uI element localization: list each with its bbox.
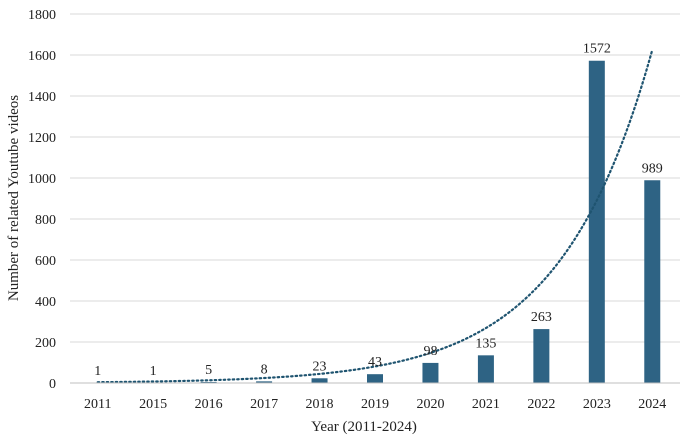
data-label: 1572 <box>583 42 611 57</box>
x-tick-label: 2022 <box>527 397 555 412</box>
bar <box>533 329 550 383</box>
data-label: 43 <box>368 355 382 370</box>
y-tick-label: 0 <box>49 377 56 392</box>
x-tick-label: 2019 <box>361 397 389 412</box>
y-tick-label: 1600 <box>28 49 56 64</box>
x-tick-label: 2021 <box>472 397 500 412</box>
x-tick-label: 2020 <box>416 397 444 412</box>
y-tick-label: 800 <box>35 213 56 228</box>
bar <box>311 378 328 383</box>
y-tick-label: 1000 <box>28 172 56 187</box>
bar <box>200 381 217 383</box>
y-tick-label: 200 <box>35 336 56 351</box>
y-tick-label: 600 <box>35 254 56 269</box>
bar <box>256 381 273 383</box>
gridlines <box>70 13 680 343</box>
data-label: 1 <box>94 364 101 379</box>
y-tick-label: 1400 <box>28 90 56 105</box>
x-tick-label: 2023 <box>583 397 611 412</box>
data-label: 135 <box>475 336 496 351</box>
y-tick-label: 1800 <box>28 8 56 23</box>
bars <box>89 60 661 384</box>
data-label: 8 <box>261 362 268 377</box>
bar <box>588 60 605 384</box>
data-label: 263 <box>531 310 552 325</box>
x-tick-label: 2017 <box>250 397 278 412</box>
data-label: 5 <box>205 363 212 378</box>
y-axis-title: Number of related Youtube videos <box>6 95 22 301</box>
x-axis-title: Year (2011-2024) <box>311 419 417 435</box>
bar <box>644 180 661 383</box>
axes: 0 200 400 600 800 1000 1200 1400 1600 1800 2011 201… <box>28 8 680 412</box>
bar <box>367 374 383 383</box>
x-tick-label: 2016 <box>195 397 223 412</box>
x-tick-label: 2024 <box>638 397 666 412</box>
y-tick-label: 400 <box>35 295 56 310</box>
bar <box>477 355 494 383</box>
data-label: 23 <box>313 359 327 374</box>
data-label: 1 <box>150 364 157 379</box>
x-tick-label: 2011 <box>84 397 111 412</box>
data-labels: 1 1 5 8 23 43 98 135 263 1572 989 <box>94 42 663 379</box>
x-tick-label: 2015 <box>139 397 167 412</box>
bar <box>422 362 439 383</box>
x-tick-label: 2018 <box>306 397 334 412</box>
trendline-group <box>96 48 654 384</box>
trendline <box>96 48 654 384</box>
data-label: 989 <box>642 161 663 176</box>
data-label: 98 <box>423 344 437 359</box>
y-tick-label: 1200 <box>28 131 56 146</box>
